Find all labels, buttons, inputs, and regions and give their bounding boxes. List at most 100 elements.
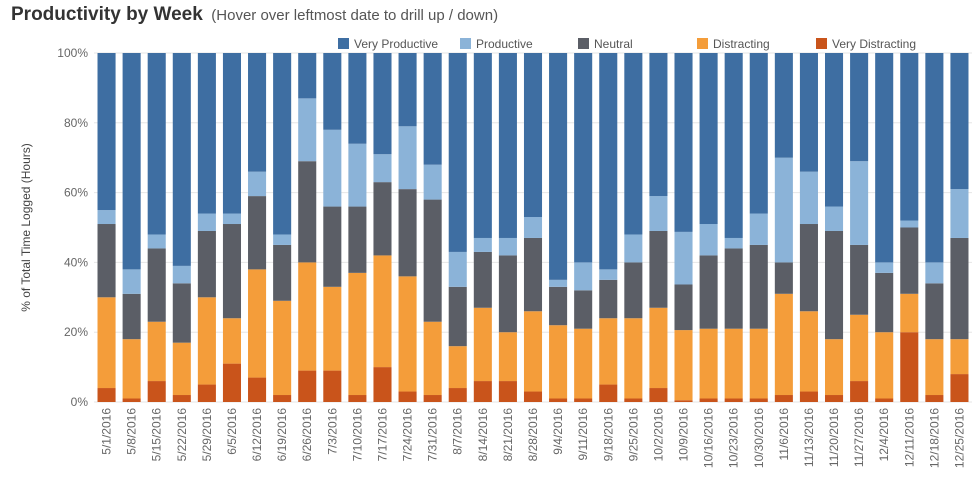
bar-segment-productive[interactable] [574,262,593,291]
bar-segment-neutral[interactable] [197,230,216,298]
legend-item-productive[interactable]: Productive [476,37,533,51]
bar-segment-very-distracting[interactable] [875,398,894,402]
bar-segment-productive[interactable] [549,279,568,287]
bar-segment-distracting[interactable] [172,342,191,396]
bar-segment-distracting[interactable] [649,307,668,389]
bar-segment-neutral[interactable] [248,196,267,270]
bar-segment-distracting[interactable] [97,297,116,389]
bar-segment-very-productive[interactable] [699,53,718,225]
bar-segment-neutral[interactable] [574,290,593,329]
bar-segment-neutral[interactable] [222,224,242,319]
bar-segment-distracting[interactable] [398,276,417,392]
bar-segment-very-productive[interactable] [674,53,693,232]
bar-segment-distracting[interactable] [147,321,166,382]
bar-segment-productive[interactable] [348,143,367,207]
bar-segment-very-productive[interactable] [624,53,643,235]
bar-segment-productive[interactable] [950,189,969,238]
bar-segment-neutral[interactable] [423,199,442,322]
bar-segment-neutral[interactable] [950,237,969,340]
bar-segment-very-productive[interactable] [950,53,969,190]
bar-segment-distracting[interactable] [624,318,643,399]
bar-segment-very-productive[interactable] [323,53,342,130]
bar-segment-productive[interactable] [248,171,267,197]
bar-segment-neutral[interactable] [699,255,718,329]
bar-segment-distracting[interactable] [549,325,568,399]
bar-segment-neutral[interactable] [875,272,894,333]
bar-segment-very-distracting[interactable] [925,395,944,402]
bar-segment-productive[interactable] [799,171,818,225]
bar-segment-distracting[interactable] [724,328,743,399]
bar-segment-very-productive[interactable] [925,53,944,263]
bar-segment-distracting[interactable] [448,346,467,389]
bar-segment-very-distracting[interactable] [699,398,718,402]
bar-segment-very-productive[interactable] [122,53,141,270]
bar-segment-neutral[interactable] [473,251,492,308]
bar-segment-neutral[interactable] [398,189,417,277]
bar-segment-neutral[interactable] [348,206,367,273]
bar-segment-distracting[interactable] [950,339,969,375]
bar-segment-very-productive[interactable] [398,53,417,127]
bar-segment-very-distracting[interactable] [147,381,166,402]
bar-segment-productive[interactable] [824,206,844,231]
bar-segment-very-productive[interactable] [749,53,768,214]
bar-segment-very-distracting[interactable] [749,398,768,402]
bar-segment-distracting[interactable] [925,339,944,396]
bar-segment-productive[interactable] [925,262,944,284]
bar-segment-very-distracting[interactable] [373,367,392,402]
bar-segment-distracting[interactable] [248,269,267,378]
bar-segment-very-distracting[interactable] [172,395,191,402]
bar-segment-distracting[interactable] [373,255,392,368]
bar-segment-productive[interactable] [298,98,317,162]
bar-segment-distracting[interactable] [298,262,317,371]
legend-item-distracting[interactable]: Distracting [713,37,770,51]
bar-segment-very-distracting[interactable] [549,398,568,402]
bar-segment-very-productive[interactable] [875,53,894,263]
bar-segment-very-productive[interactable] [448,53,467,252]
bar-segment-very-productive[interactable] [248,53,267,172]
bar-segment-very-productive[interactable] [172,53,191,266]
bar-segment-productive[interactable] [273,234,292,245]
bar-segment-productive[interactable] [875,262,894,273]
bar-segment-very-distracting[interactable] [824,395,844,402]
bar-segment-distracting[interactable] [273,300,292,396]
bar-segment-very-distracting[interactable] [574,398,593,402]
bar-segment-very-productive[interactable] [850,53,869,162]
bar-segment-neutral[interactable] [925,283,944,340]
bar-segment-very-distracting[interactable] [348,395,367,402]
bar-segment-productive[interactable] [624,234,643,263]
bar-segment-very-productive[interactable] [222,53,242,214]
bar-segment-very-productive[interactable] [473,53,492,238]
bar-segment-distracting[interactable] [850,314,869,382]
bar-segment-productive[interactable] [172,265,191,284]
bar-segment-distracting[interactable] [774,293,793,396]
bar-segment-very-distracting[interactable] [900,332,919,402]
bar-segment-distracting[interactable] [674,330,693,401]
bar-segment-productive[interactable] [674,231,693,285]
legend-item-very-distracting[interactable]: Very Distracting [832,37,916,51]
bar-segment-distracting[interactable] [599,318,618,385]
legend-item-very-productive[interactable]: Very Productive [354,37,438,51]
bar-segment-very-productive[interactable] [273,53,292,235]
bar-segment-very-productive[interactable] [649,53,668,197]
bar-segment-very-productive[interactable] [147,53,166,235]
bar-segment-productive[interactable] [373,154,392,183]
bar-segment-very-productive[interactable] [423,53,442,165]
bar-segment-very-distracting[interactable] [473,381,492,402]
bar-segment-neutral[interactable] [273,244,292,301]
bar-segment-productive[interactable] [599,269,618,280]
bar-segment-very-distracting[interactable] [724,398,743,402]
bar-segment-neutral[interactable] [448,286,467,347]
bar-segment-very-distracting[interactable] [649,388,668,402]
bar-segment-very-distracting[interactable] [599,384,618,402]
bar-segment-distracting[interactable] [197,297,216,385]
bar-segment-distracting[interactable] [348,272,367,396]
bar-segment-productive[interactable] [850,161,869,245]
bar-segment-very-distracting[interactable] [398,391,417,402]
bar-segment-very-productive[interactable] [574,53,593,263]
bar-segment-neutral[interactable] [549,286,568,326]
bar-segment-distracting[interactable] [799,311,818,392]
bar-segment-very-productive[interactable] [197,53,216,214]
bar-segment-productive[interactable] [749,213,768,245]
bar-segment-neutral[interactable] [799,224,818,312]
bar-segment-very-productive[interactable] [298,53,317,99]
